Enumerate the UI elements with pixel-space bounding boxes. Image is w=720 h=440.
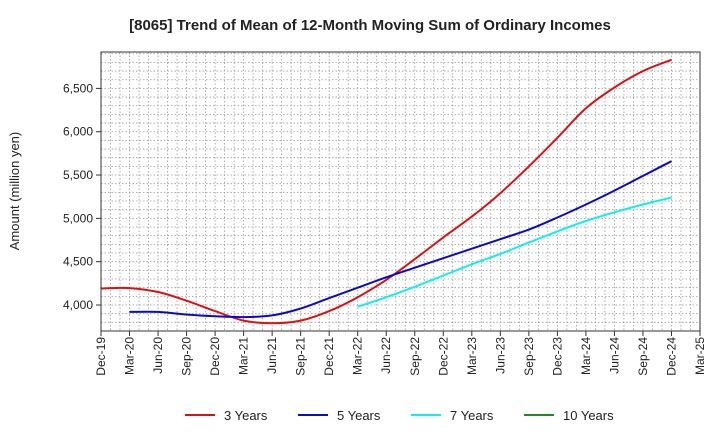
x-tick-label: Jun-22 xyxy=(379,337,393,374)
x-tick-label: Dec-24 xyxy=(664,337,678,376)
x-tick-label: Sep-20 xyxy=(180,337,194,376)
plot-frame xyxy=(100,51,701,332)
x-tick-label: Dec-23 xyxy=(550,337,564,376)
x-tick-label: Dec-20 xyxy=(208,337,222,376)
x-tick-label: Dec-21 xyxy=(322,337,336,376)
x-tick-label: Jun-24 xyxy=(607,337,621,374)
x-tick-label: Mar-25 xyxy=(693,337,707,375)
legend-label-7-years: 7 Years xyxy=(450,408,494,423)
y-tick-label: 6,000 xyxy=(63,125,93,139)
x-tick-label: Sep-21 xyxy=(294,337,308,376)
grid xyxy=(101,52,700,331)
y-tick-label: 4,500 xyxy=(63,255,93,269)
y-axis-label: Amount (million yen) xyxy=(7,132,22,251)
x-tick-label: Sep-22 xyxy=(408,337,422,376)
x-tick-label: Jun-21 xyxy=(265,337,279,374)
series-line-7-years xyxy=(357,196,672,308)
y-tick-label: 6,500 xyxy=(63,81,93,95)
legend-label-3-years: 3 Years xyxy=(224,408,268,423)
x-tick-label: Jun-23 xyxy=(493,337,507,374)
x-tick-label: Jun-20 xyxy=(151,337,165,374)
x-tick-label: Dec-22 xyxy=(436,337,450,376)
x-tick-label: Mar-21 xyxy=(237,337,251,375)
chart-title: [8065] Trend of Mean of 12-Month Moving … xyxy=(129,17,611,34)
y-ticks: 4,000 4,500 5,000 5,500 6,000 6,500 xyxy=(63,81,101,312)
y-tick-label: 5,500 xyxy=(63,168,93,182)
series-lines xyxy=(100,58,672,325)
series-line-5-years xyxy=(129,160,672,319)
legend: 3 Years 5 Years 7 Years 10 Years xyxy=(185,408,614,423)
series-line-3-years xyxy=(100,58,672,325)
legend-label-10-years: 10 Years xyxy=(563,408,614,423)
y-tick-label: 5,000 xyxy=(63,211,93,225)
x-tick-label: Dec-19 xyxy=(94,337,108,376)
x-tick-label: Sep-23 xyxy=(522,337,536,376)
x-tick-label: Mar-23 xyxy=(465,337,479,375)
x-ticks: Dec-19 Mar-20 Jun-20 Sep-20 Dec-20 Mar-21 Jun-… xyxy=(94,331,707,376)
legend-label-5-years: 5 Years xyxy=(337,408,381,423)
x-tick-label: Mar-24 xyxy=(579,337,593,375)
x-tick-label: Sep-24 xyxy=(636,337,650,376)
x-tick-label: Mar-22 xyxy=(351,337,365,375)
x-tick-label: Mar-20 xyxy=(123,337,137,375)
y-tick-label: 4,000 xyxy=(63,298,93,312)
